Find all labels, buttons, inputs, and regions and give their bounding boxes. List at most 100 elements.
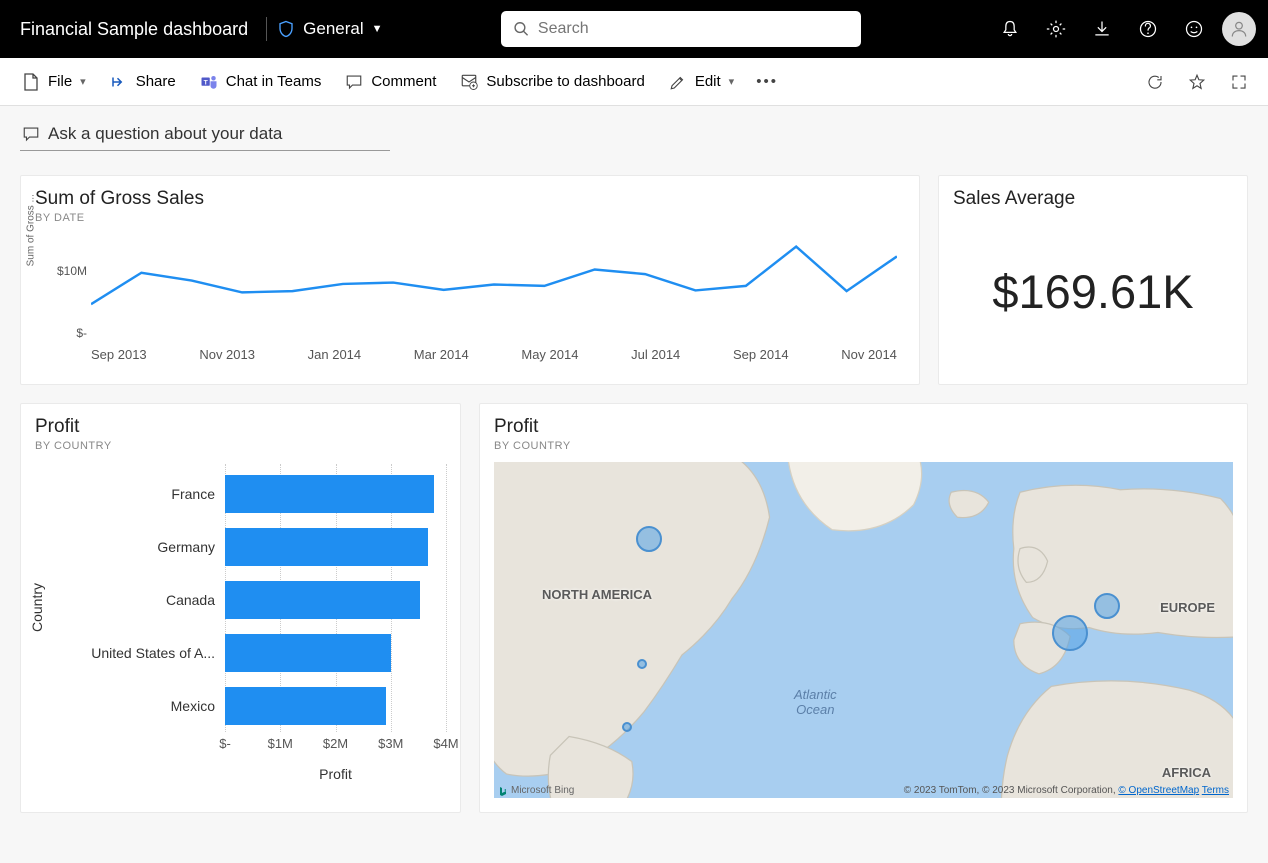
map-attribution-right: © 2023 TomTom, © 2023 Microsoft Corporat… [904,785,1229,796]
star-icon [1188,73,1206,91]
bar-category-label: United States of A... [35,645,225,661]
search-container [383,11,980,47]
dashboard-grid: Sum of Gross Sales BY DATE Sum of Gross … [0,159,1268,829]
map-label-na: NORTH AMERICA [542,587,652,602]
x-axis-label: Profit [225,766,446,782]
bar [225,634,391,672]
fullscreen-button[interactable] [1222,65,1256,99]
tile-subtitle: BY COUNTRY [35,440,446,452]
map-bubble[interactable] [1052,615,1088,651]
sensitivity-dropdown[interactable]: General ▼ [277,19,382,39]
x-tick: Jan 2014 [308,347,362,362]
tile-title: Profit [35,416,446,438]
download-button[interactable] [1080,7,1124,51]
subscribe-label: Subscribe to dashboard [486,73,644,90]
notifications-button[interactable] [988,7,1032,51]
map-label-eu: EUROPE [1160,600,1215,615]
comment-button[interactable]: Comment [335,67,446,97]
help-icon [1138,19,1158,39]
header-actions [988,7,1256,51]
file-menu[interactable]: File ▾ [12,67,96,97]
kpi-value: $169.61K [953,210,1233,372]
subscribe-button[interactable]: Subscribe to dashboard [450,67,654,97]
y-tick: $- [43,326,87,340]
qa-icon [22,125,40,143]
smiley-icon [1184,19,1204,39]
comment-icon [345,73,363,91]
line-chart-svg [91,240,897,338]
bar-category-labels: France Germany Canada United States of A...… [35,464,225,784]
header-divider [266,17,267,41]
bar-chart-area: Country FranceGermanyCanadaUnited States… [35,464,446,784]
bar-plot-area: $-$1M$2M$3M$4M Profit [225,464,446,784]
search-input[interactable] [538,20,849,38]
ellipsis-icon: ••• [756,73,778,90]
gear-icon [1046,19,1066,39]
line-chart-area: Sum of Gross ... $10M $- Sep 2013Nov 201… [35,232,905,362]
bar-x-ticks: $-$1M$2M$3M$4M [225,736,446,756]
tile-gross-sales-line[interactable]: Sum of Gross Sales BY DATE Sum of Gross … [20,175,920,385]
bar [225,475,434,513]
terms-link[interactable]: Terms [1202,785,1229,796]
person-icon [1229,19,1249,39]
map-area[interactable]: NORTH AMERICA EUROPE AFRICA AtlanticOcea… [494,462,1233,798]
bing-icon [498,786,508,796]
x-tick: $1M [268,736,293,751]
tile-title: Sales Average [953,188,1233,210]
x-tick: Jul 2014 [631,347,680,362]
x-tick: Sep 2014 [733,347,789,362]
expand-icon [1230,73,1248,91]
share-icon [110,73,128,91]
file-icon [22,73,40,91]
refresh-button[interactable] [1138,65,1172,99]
tile-sales-average[interactable]: Sales Average $169.61K [938,175,1248,385]
download-icon [1092,19,1112,39]
map-label-af: AFRICA [1162,765,1211,780]
bell-icon [1000,19,1020,39]
qa-input[interactable]: Ask a question about your data [20,120,390,151]
map-bubble[interactable] [637,659,647,669]
map-svg [494,462,1233,798]
osm-link[interactable]: © OpenStreetMap [1118,785,1199,796]
subscribe-icon [460,73,478,91]
search-box[interactable] [501,11,861,47]
tile-profit-bar[interactable]: Profit BY COUNTRY Country FranceGermanyC… [20,403,461,813]
chevron-down-icon: ▾ [729,75,735,88]
favorite-button[interactable] [1180,65,1214,99]
tile-profit-map[interactable]: Profit BY COUNTRY [479,403,1248,813]
teams-icon: T [200,73,218,91]
share-button[interactable]: Share [100,67,186,97]
x-tick: Sep 2013 [91,347,147,362]
share-label: Share [136,73,176,90]
chevron-down-icon: ▼ [372,23,383,35]
map-bubble[interactable] [636,526,662,552]
bar-category-label: France [35,486,225,502]
tile-title: Sum of Gross Sales [35,188,905,210]
qa-row: Ask a question about your data [0,106,1268,159]
map-bubble[interactable] [1094,593,1120,619]
bar [225,581,420,619]
bar-category-label: Germany [35,539,225,555]
sensitivity-label: General [303,19,363,39]
settings-button[interactable] [1034,7,1078,51]
bar [225,687,386,725]
account-avatar[interactable] [1222,12,1256,46]
map-ocean-label: AtlanticOcean [794,687,837,717]
edit-menu[interactable]: Edit ▾ [659,67,744,97]
comment-label: Comment [371,73,436,90]
bar-category-label: Canada [35,592,225,608]
chat-label: Chat in Teams [226,73,322,90]
more-options-button[interactable]: ••• [748,67,786,96]
feedback-button[interactable] [1172,7,1216,51]
tile-subtitle: BY COUNTRY [494,440,1233,452]
edit-label: Edit [695,73,721,90]
gridline [446,464,447,732]
refresh-icon [1146,73,1164,91]
map-bubble[interactable] [622,722,632,732]
x-tick: $2M [323,736,348,751]
dashboard-title: Financial Sample dashboard [12,19,256,40]
help-button[interactable] [1126,7,1170,51]
chat-teams-button[interactable]: T Chat in Teams [190,67,332,97]
toolbar-right-actions [1138,65,1256,99]
x-tick: $3M [378,736,403,751]
